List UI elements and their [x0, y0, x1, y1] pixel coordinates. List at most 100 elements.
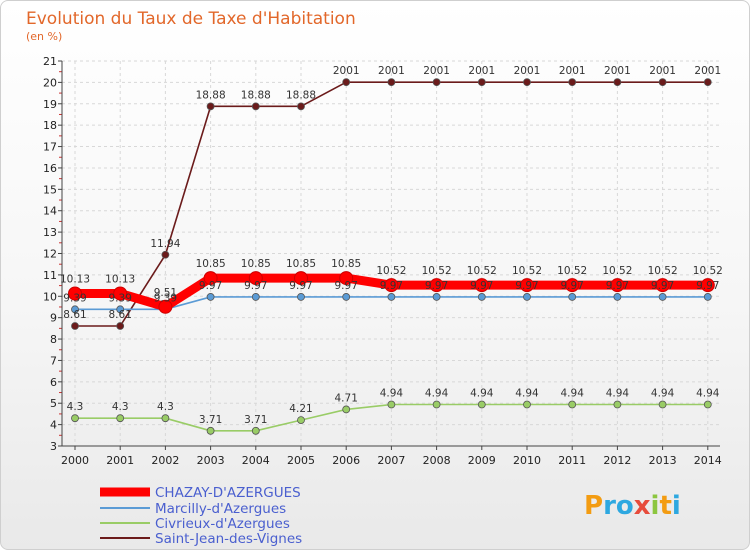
- data-label-civrieux-d-azergues: 4.71: [335, 392, 358, 404]
- data-point-saint-jean-des-vignes: [161, 250, 170, 259]
- y-tick-label: 17: [43, 141, 57, 154]
- proxiti-logo: Proxiti: [584, 491, 681, 521]
- data-label-chazay-d-azergues: 10.52: [467, 265, 497, 277]
- data-label-chazay-d-azergues: 10.52: [648, 265, 678, 277]
- data-point-chazay-d-azergues: [520, 278, 534, 293]
- data-label-chazay-d-azergues: 9.51: [154, 287, 177, 299]
- data-point-marcilly-d-azergues: [432, 293, 441, 301]
- data-point-chazay-d-azergues: [203, 271, 218, 286]
- data-point-marcilly-d-azergues: [658, 293, 667, 301]
- y-tick-label: 16: [43, 162, 57, 175]
- data-point-saint-jean-des-vignes: [206, 102, 215, 111]
- data-label-civrieux-d-azergues: 4.3: [157, 401, 174, 413]
- data-label-saint-jean-des-vignes: 2001: [514, 65, 541, 77]
- legend-label-marcilly-d-azergues: Marcilly-d'Azergues: [155, 501, 286, 517]
- data-point-saint-jean-des-vignes: [387, 78, 396, 87]
- data-label-chazay-d-azergues: 10.13: [60, 273, 90, 285]
- data-point-chazay-d-azergues: [248, 271, 263, 286]
- data-label-marcilly-d-azergues: 9.97: [606, 280, 629, 292]
- y-tick-label: 14: [43, 205, 57, 218]
- data-label-chazay-d-azergues: 10.85: [286, 258, 316, 270]
- data-point-chazay-d-azergues: [339, 271, 354, 286]
- data-point-marcilly-d-azergues: [116, 305, 125, 314]
- y-tick-label: 3: [50, 440, 57, 453]
- data-label-marcilly-d-azergues: 9.97: [515, 280, 538, 292]
- data-label-saint-jean-des-vignes: 2001: [604, 65, 631, 77]
- chart-title: Evolution du Taux de Taxe d'Habitation: [26, 9, 356, 29]
- x-tick-label: 2008: [423, 454, 451, 467]
- data-point-civrieux-d-azergues: [387, 400, 396, 409]
- x-tick-label: 2009: [468, 454, 496, 467]
- data-point-marcilly-d-azergues: [206, 293, 215, 301]
- data-label-saint-jean-des-vignes: 2001: [559, 65, 586, 77]
- y-tick-label: 20: [43, 76, 57, 89]
- x-tick-label: 2003: [197, 454, 225, 467]
- x-tick-label: 2000: [61, 454, 89, 467]
- data-point-civrieux-d-azergues: [297, 416, 305, 425]
- data-label-marcilly-d-azergues: 9.97: [199, 280, 222, 292]
- data-point-civrieux-d-azergues: [432, 400, 441, 409]
- data-label-chazay-d-azergues: 10.85: [241, 258, 271, 270]
- data-point-saint-jean-des-vignes: [658, 78, 667, 87]
- data-label-chazay-d-azergues: 10.52: [602, 265, 632, 277]
- data-point-civrieux-d-azergues: [658, 400, 667, 409]
- x-tick-label: 2010: [513, 454, 541, 467]
- y-tick-label: 15: [43, 183, 57, 196]
- data-label-chazay-d-azergues: 10.52: [693, 265, 723, 277]
- data-point-chazay-d-azergues: [565, 278, 580, 293]
- data-point-saint-jean-des-vignes: [342, 78, 351, 87]
- data-label-civrieux-d-azergues: 3.71: [199, 414, 222, 426]
- data-point-marcilly-d-azergues: [342, 293, 351, 301]
- data-point-saint-jean-des-vignes: [297, 102, 305, 111]
- data-label-saint-jean-des-vignes: 2001: [468, 65, 495, 77]
- x-tick-label: 2014: [694, 454, 722, 467]
- data-point-civrieux-d-azergues: [161, 414, 170, 423]
- logo-i2: i: [672, 491, 681, 521]
- x-tick-label: 2006: [332, 454, 360, 467]
- data-point-civrieux-d-azergues: [523, 400, 531, 409]
- data-label-marcilly-d-azergues: 9.97: [696, 280, 719, 292]
- data-point-civrieux-d-azergues: [71, 414, 79, 423]
- x-tick-label: 2007: [377, 454, 405, 467]
- data-label-saint-jean-des-vignes: 2001: [423, 65, 450, 77]
- logo-t: t: [659, 491, 671, 521]
- data-point-chazay-d-azergues: [113, 286, 128, 301]
- data-label-civrieux-d-azergues: 4.94: [561, 388, 585, 400]
- legend-label-saint-jean-des-vignes: Saint-Jean-des-Vignes: [155, 531, 302, 547]
- legend-label-civrieux-d-azergues: Civrieux-d'Azergues: [155, 516, 290, 532]
- data-label-marcilly-d-azergues: 9.97: [651, 280, 674, 292]
- data-label-saint-jean-des-vignes: 2001: [333, 65, 360, 77]
- data-label-marcilly-d-azergues: 9.97: [425, 280, 448, 292]
- logo-x: x: [634, 491, 651, 521]
- logo-text: Proxiti: [584, 491, 681, 521]
- data-point-marcilly-d-azergues: [613, 293, 622, 301]
- data-point-civrieux-d-azergues: [613, 400, 622, 409]
- data-label-saint-jean-des-vignes: 8.61: [109, 309, 132, 321]
- data-label-civrieux-d-azergues: 4.94: [606, 388, 630, 400]
- data-point-civrieux-d-azergues: [568, 400, 577, 409]
- data-label-civrieux-d-azergues: 4.94: [651, 388, 675, 400]
- data-label-marcilly-d-azergues: 9.97: [470, 280, 493, 292]
- data-label-chazay-d-azergues: 10.85: [331, 258, 361, 270]
- data-point-chazay-d-azergues: [474, 278, 489, 293]
- y-tick-label: 8: [50, 333, 57, 346]
- logo-o: o: [616, 491, 634, 521]
- data-label-chazay-d-azergues: 10.85: [196, 258, 226, 270]
- y-tick-label: 13: [43, 226, 57, 239]
- y-tick-label: 7: [50, 354, 57, 367]
- x-tick-label: 2004: [242, 454, 270, 467]
- data-label-saint-jean-des-vignes: 18.88: [241, 89, 271, 101]
- data-label-marcilly-d-azergues: 9.39: [109, 292, 132, 304]
- y-tick-label: 5: [50, 397, 57, 410]
- x-tick-label: 2002: [151, 454, 179, 467]
- data-label-chazay-d-azergues: 10.52: [512, 265, 542, 277]
- data-point-chazay-d-azergues: [68, 286, 82, 301]
- data-label-civrieux-d-azergues: 4.94: [696, 388, 720, 400]
- data-point-marcilly-d-azergues: [523, 293, 531, 301]
- data-label-civrieux-d-azergues: 4.94: [470, 388, 494, 400]
- data-label-saint-jean-des-vignes: 18.88: [196, 89, 226, 101]
- data-label-civrieux-d-azergues: 4.3: [67, 401, 84, 413]
- data-point-civrieux-d-azergues: [703, 400, 712, 409]
- x-tick-label: 2012: [603, 454, 631, 467]
